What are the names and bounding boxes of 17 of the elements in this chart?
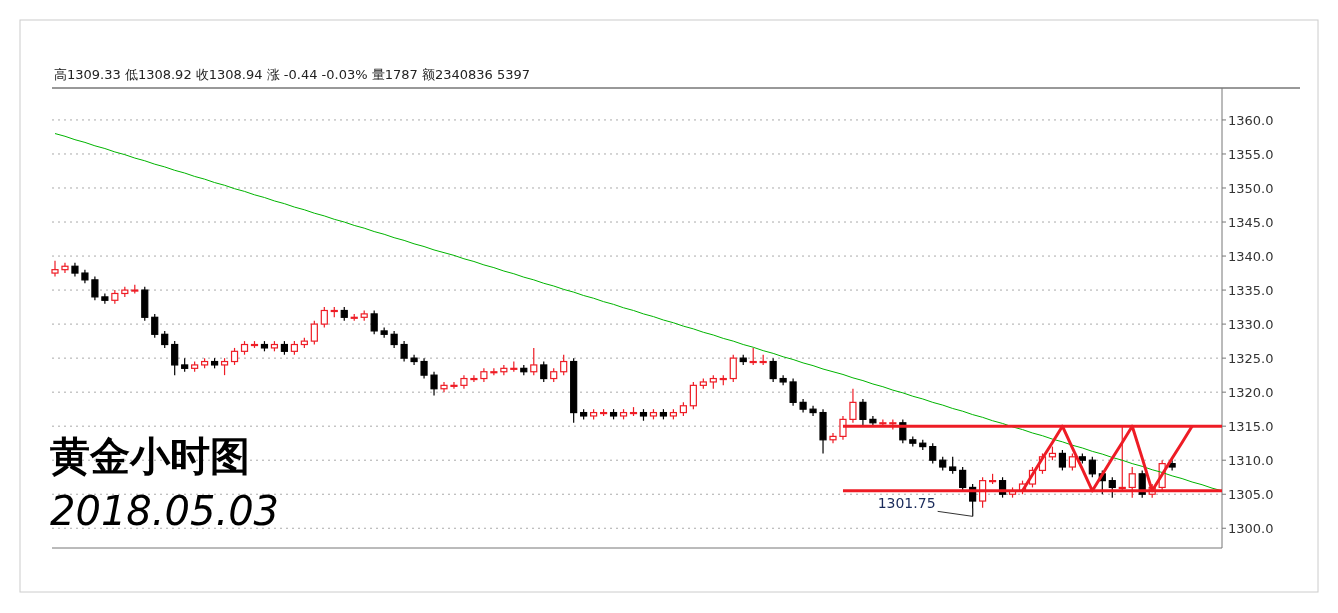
y-tick-label: 1305.0 (1228, 487, 1274, 503)
y-tick-label: 1330.0 (1228, 317, 1274, 333)
y-tick-label: 1350.0 (1228, 181, 1274, 196)
text: 2018.05.03 (50, 488, 280, 534)
text: 高1309.33 低1308.92 收1308.94 涨 -0.44 -0.03% 量1787 额2340836 5397 (54, 67, 531, 82)
y-tick-label: 1345.0 (1228, 215, 1274, 231)
annotation: 1301.75 (877, 495, 936, 512)
y-tick-label: 1315.0 (1228, 419, 1274, 435)
text: 黄金小时图 (50, 432, 250, 479)
y-tick-label: 1340.0 (1228, 249, 1274, 265)
y-tick-label: 1320.0 (1228, 385, 1274, 401)
y-tick-label: 1325.0 (1228, 351, 1274, 367)
y-tick-label: 1310.0 (1228, 453, 1274, 469)
y-tick-label: 1355.0 (1228, 146, 1274, 162)
y-tick-label: 1300.0 (1228, 521, 1274, 537)
y-tick-label: 1335.0 (1228, 283, 1274, 299)
y-tick-label: 1360.0 (1228, 112, 1274, 128)
